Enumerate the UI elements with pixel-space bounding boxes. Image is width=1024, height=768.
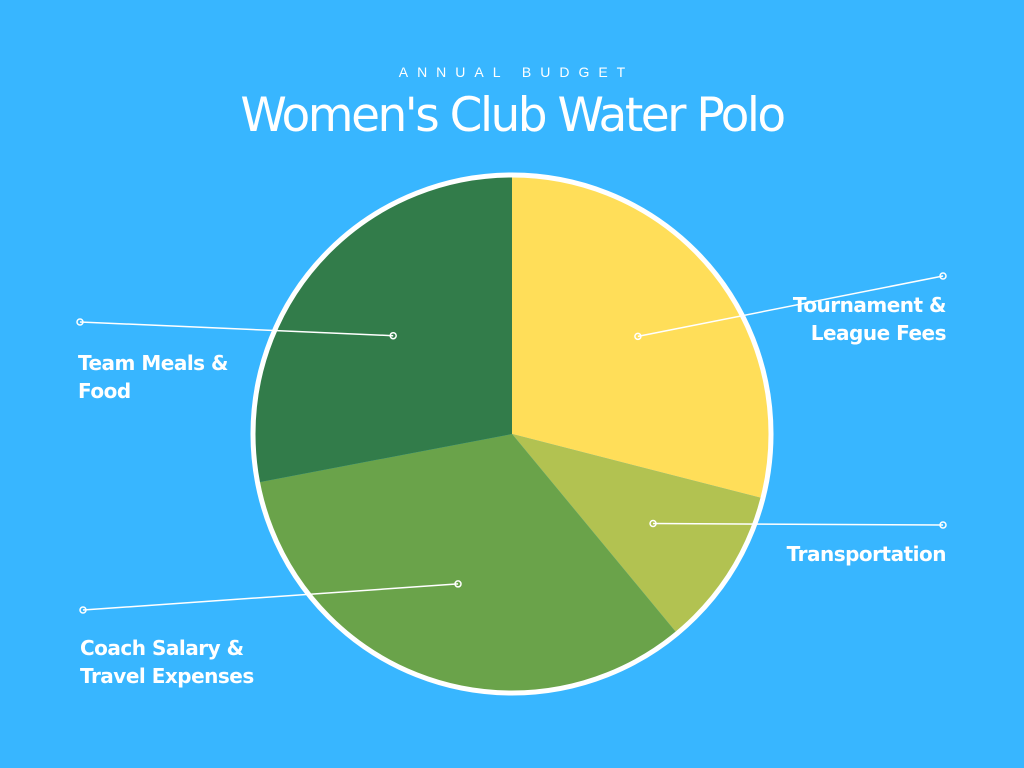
slice-label-line: Food [78, 379, 131, 403]
chart-supertitle: ANNUAL BUDGET [398, 64, 635, 80]
slice-label-line: Travel Expenses [80, 664, 254, 688]
leader-dot-outer-0 [939, 272, 947, 280]
leader-line-0 [637, 275, 944, 338]
leader-line-3 [79, 321, 394, 337]
leader-dot-inner-3 [389, 331, 397, 340]
pie-slice-3 [255, 177, 512, 483]
slice-label-line: Transportation [786, 542, 947, 566]
pie-slice-1 [512, 434, 761, 633]
pie-outline [250, 172, 774, 696]
leader-lines [76, 272, 947, 614]
leader-dot-inner-1 [649, 519, 657, 528]
slice-label-0: Tournament & League Fees [792, 291, 947, 347]
leader-line-2 [82, 583, 459, 611]
slice-label-line: League Fees [810, 321, 947, 345]
leader-dot-outer-2 [79, 606, 87, 614]
slice-label-3: Team Meals & Food [78, 349, 228, 405]
leader-line-1 [653, 522, 944, 526]
pie-slice-2 [259, 434, 676, 691]
leader-dot-outer-1 [939, 521, 947, 529]
slice-label-line: Coach Salary & [80, 636, 244, 660]
slice-label-line: Team Meals & [78, 351, 228, 375]
leader-dot-inner-2 [454, 580, 462, 588]
chart-title: Women's Club Water Polo [240, 88, 786, 143]
slice-label-line: Tournament & [792, 293, 947, 317]
pie-slices [255, 177, 769, 691]
leader-dot-outer-3 [76, 318, 84, 326]
slice-label-2: Coach Salary & Travel Expenses [80, 634, 254, 690]
slice-label-1: Transportation [786, 540, 947, 568]
leader-dot-inner-0 [634, 332, 642, 341]
